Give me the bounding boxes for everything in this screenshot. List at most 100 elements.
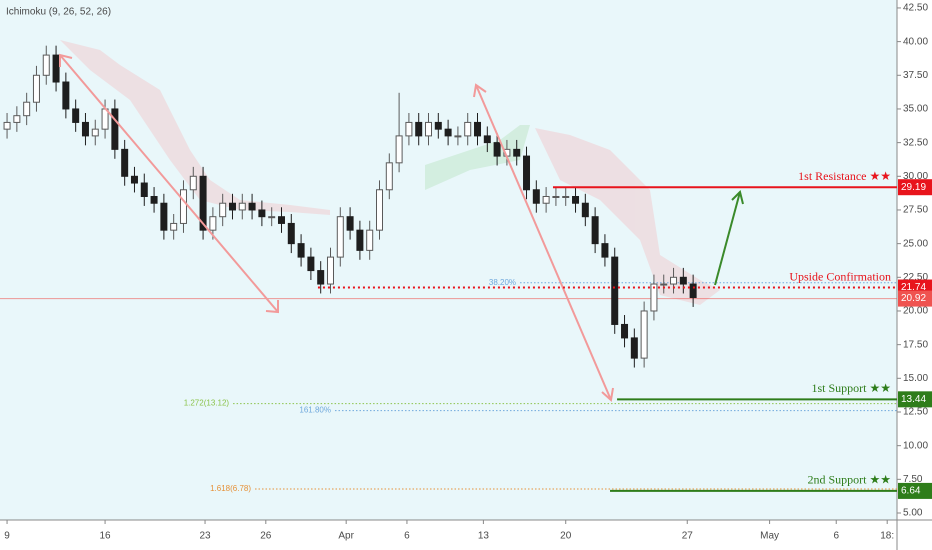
candle-body (336, 216, 344, 258)
candle-body (376, 189, 383, 231)
fib-label: 1.272(13.12) (184, 399, 230, 408)
y-tick-label: 5.00 (903, 508, 923, 519)
arrow-head (473, 83, 487, 98)
candle-body (366, 229, 374, 251)
y-tick-label: 20.00 (903, 306, 928, 317)
candle-body (572, 195, 580, 204)
arrow-head (731, 190, 744, 205)
price-axis (897, 0, 932, 550)
candle-body (493, 142, 501, 157)
candle-body (689, 283, 697, 299)
candle-body (130, 175, 138, 184)
x-tick-label: May (760, 531, 779, 542)
y-tick-label: 22.50 (903, 272, 928, 283)
price-badge (898, 482, 932, 499)
y-tick-label: 10.00 (903, 440, 928, 451)
y-tick-label: 32.50 (903, 137, 928, 148)
indicator-label: Ichimoku (9, 26, 52, 26) (6, 7, 111, 18)
candle-body (258, 209, 266, 218)
price-badge (898, 290, 932, 307)
candle-body (630, 337, 638, 359)
candle-body (415, 121, 423, 137)
candle-body (356, 229, 364, 251)
candle-body (42, 54, 50, 76)
price-badge-label: 21.74 (901, 282, 926, 293)
y-tick-label: 37.50 (903, 70, 928, 81)
candle-body (640, 310, 648, 359)
candle-body (62, 81, 70, 110)
y-tick-label: 15.00 (903, 373, 928, 384)
fib-label: 38.20% (489, 278, 516, 287)
fib-label: 1.618(6.78) (210, 484, 251, 493)
candle-body (248, 202, 256, 211)
candle-body (268, 216, 276, 219)
candle-body (346, 216, 354, 231)
candle-body (385, 162, 393, 191)
candle-body (405, 121, 413, 137)
candle-body (591, 216, 599, 245)
level-label: Upside Confirmation (789, 269, 891, 283)
candle-body (660, 283, 668, 286)
fib-label: 161.80% (299, 406, 331, 415)
candle-body (140, 182, 148, 197)
candle-body (562, 195, 570, 198)
x-tick-label: 23 (199, 531, 211, 542)
y-tick-label: 35.00 (903, 104, 928, 115)
candle-body (81, 121, 89, 137)
candle-body (326, 256, 334, 285)
candle-body (483, 135, 491, 144)
candle-body (679, 276, 687, 285)
candle-body (307, 256, 315, 272)
level-label: 2nd Support ★★ (807, 473, 891, 487)
candle-body (179, 189, 187, 224)
candle-body (621, 323, 629, 339)
candle-body (277, 216, 285, 224)
candle-body (287, 222, 295, 245)
candle-body (150, 195, 158, 204)
price-badge (898, 391, 932, 408)
candle-body (532, 189, 540, 204)
candle-body (601, 243, 609, 258)
x-tick-label: 27 (682, 531, 694, 542)
candle-body (219, 202, 227, 218)
x-tick-label: 18: (880, 531, 894, 542)
candle-body (650, 283, 658, 312)
cloud-area (425, 125, 530, 190)
x-tick-label: 13 (478, 531, 490, 542)
candle-body (395, 135, 403, 164)
candle-body (425, 121, 433, 137)
y-tick-label: 7.50 (903, 474, 923, 485)
cloud-area (535, 128, 720, 305)
x-tick-label: 6 (404, 531, 410, 542)
y-tick-label: 27.50 (903, 205, 928, 216)
level-label: 1st Resistance ★★ (798, 169, 891, 183)
candle-body (111, 108, 119, 150)
candle-body (454, 135, 462, 138)
time-axis (0, 520, 932, 550)
candle-body (464, 121, 472, 137)
level-label: 1st Support ★★ (811, 381, 891, 395)
last-price-label: 20.92 (901, 293, 926, 304)
x-tick-label: 20 (560, 531, 572, 542)
price-badge-label: 29.19 (901, 182, 926, 193)
projection-arrow (714, 191, 741, 286)
candle-body (434, 121, 442, 130)
y-tick-label: 17.50 (903, 339, 928, 350)
candle-body (189, 175, 197, 191)
arrows (59, 53, 744, 402)
candle-body (317, 270, 325, 285)
candle-body (581, 202, 589, 218)
candle-body (160, 202, 168, 231)
candle-body (238, 202, 246, 211)
candle-body (474, 121, 482, 137)
x-tick-label: 26 (260, 531, 272, 542)
candle-body (444, 128, 452, 137)
x-tick-label: 9 (4, 531, 10, 542)
x-tick-label: Apr (338, 531, 354, 542)
candle-body (513, 148, 521, 157)
candle-body (72, 108, 80, 123)
candle-body (91, 128, 99, 137)
arrow-head (59, 53, 73, 67)
